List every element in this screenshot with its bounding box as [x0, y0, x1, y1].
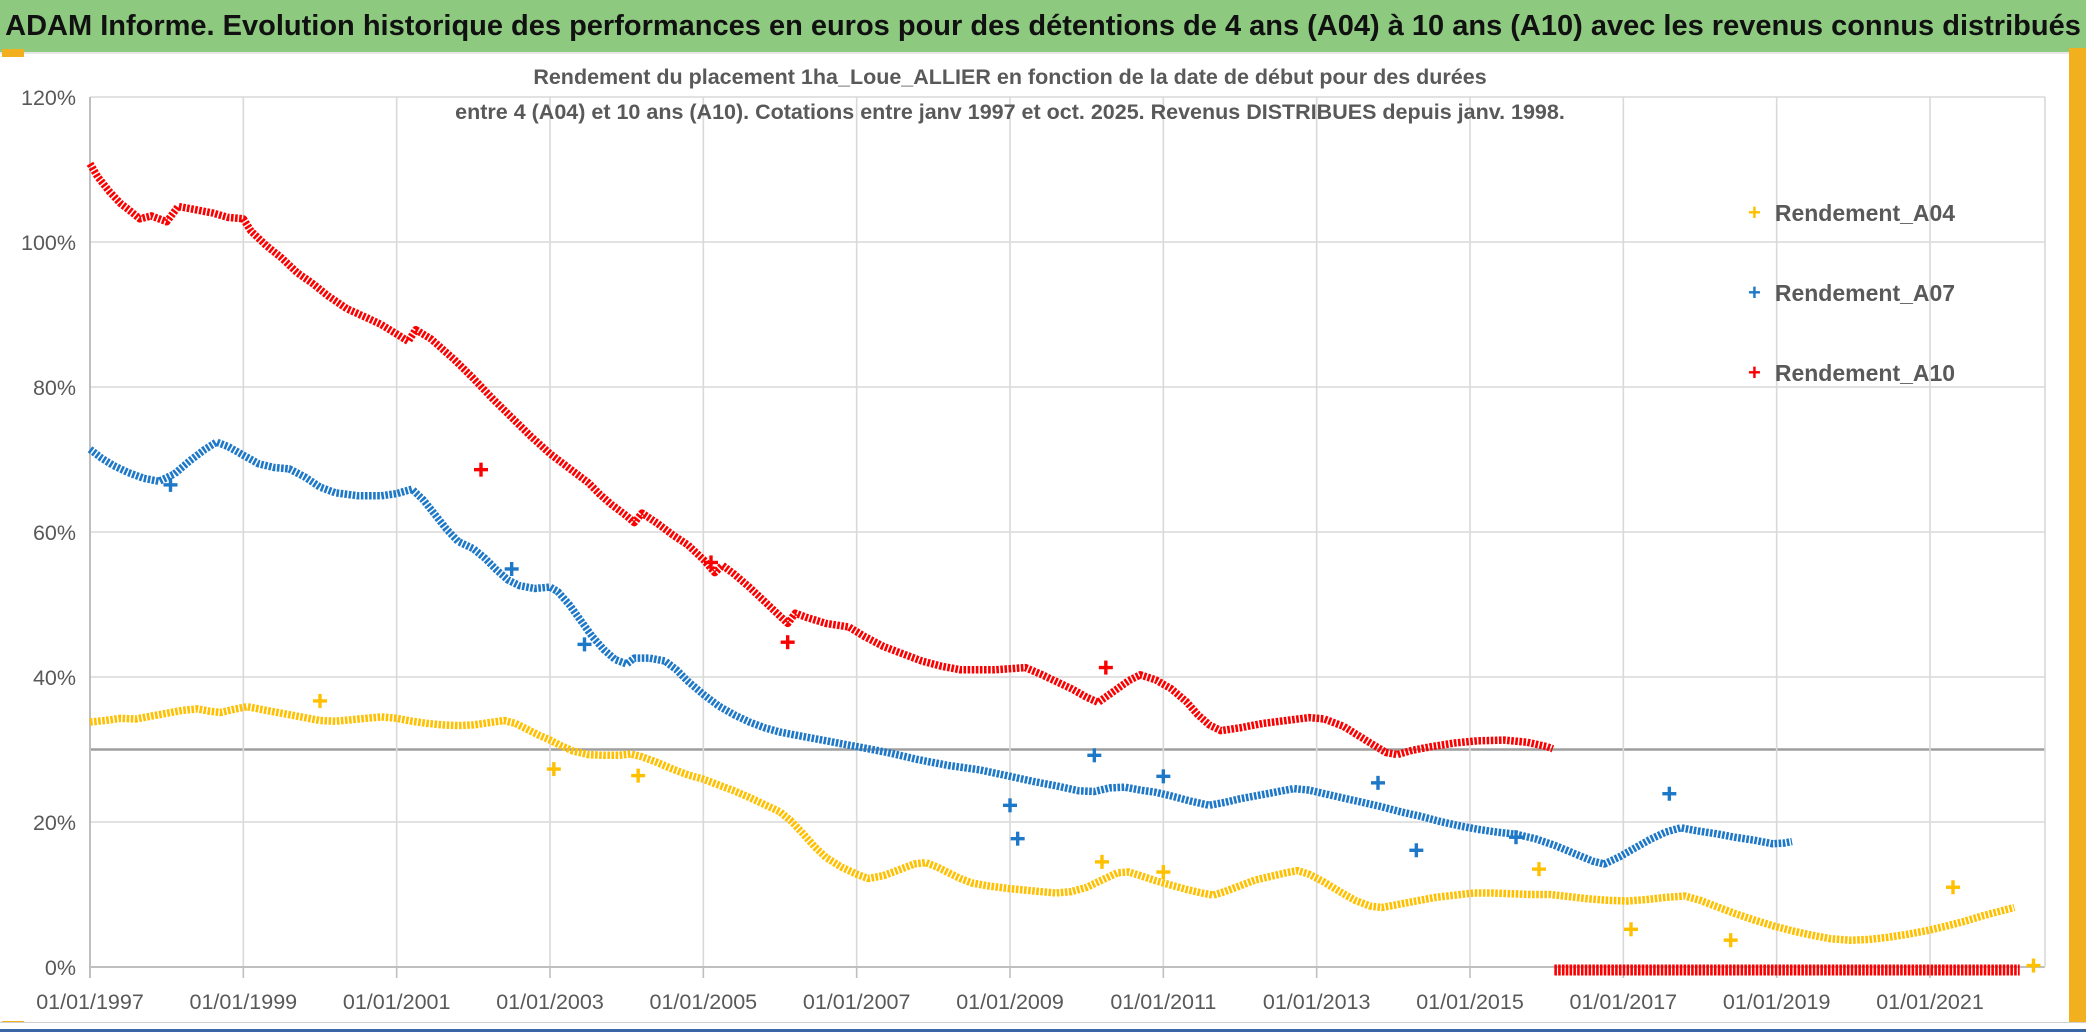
x-axis-tick-label: 01/01/2005: [650, 990, 758, 1014]
x-axis-tick-label: 01/01/2019: [1723, 990, 1831, 1014]
x-axis-tick-label: 01/01/2013: [1263, 990, 1371, 1014]
x-axis-tick-label: 01/01/2017: [1570, 990, 1678, 1014]
legend-entry-a07: + Rendement_A07: [1748, 278, 1955, 308]
legend-entry-a10: + Rendement_A10: [1748, 358, 1955, 388]
bottom-border-line: [0, 1029, 2086, 1032]
series-line-rendement_a10: [86, 161, 1555, 759]
x-axis-tick-label: 01/01/1997: [36, 990, 144, 1014]
series-line-rendement_a04: [89, 702, 2016, 944]
plus-marker-icon: +: [1748, 280, 1761, 305]
y-axis-tick-label: 100%: [21, 231, 76, 255]
plus-marker-icon: +: [1748, 200, 1761, 225]
x-axis-tick-label: 01/01/2001: [343, 990, 451, 1014]
plus-marker-icon: +: [1748, 360, 1761, 385]
y-axis-tick-label: 20%: [33, 811, 76, 835]
y-axis-tick-label: 60%: [33, 521, 76, 545]
legend-label: Rendement_A07: [1774, 279, 1956, 306]
legend-label: Rendement_A04: [1774, 199, 1956, 226]
y-axis-tick-label: 40%: [33, 666, 76, 690]
gold-accent-top-left: [2, 49, 24, 57]
series-line-rendement_a07: [87, 438, 1793, 868]
bottom-strip: [0, 1022, 2086, 1033]
gold-accent-right-strip: [2069, 48, 2086, 1024]
y-axis-tick-label: 120%: [21, 86, 76, 110]
x-axis-tick-label: 01/01/1999: [190, 990, 298, 1014]
x-axis-tick-label: 01/01/2009: [956, 990, 1064, 1014]
y-axis-tick-label: 0%: [45, 956, 76, 980]
legend-label: Rendement_A10: [1774, 359, 1956, 386]
x-axis-tick-label: 01/01/2011: [1110, 990, 1216, 1014]
x-axis-tick-label: 01/01/2003: [496, 990, 604, 1014]
legend-entry-a04: + Rendement_A04: [1748, 198, 1955, 228]
x-axis-tick-label: 01/01/2021: [1876, 990, 1984, 1014]
y-axis-tick-label: 80%: [33, 376, 76, 400]
chart-legend: + Rendement_A04 + Rendement_A07 + Rendem…: [1748, 198, 1955, 388]
header-bar: ADAM Informe. Evolution historique des p…: [0, 0, 2086, 54]
x-axis-tick-label: 01/01/2015: [1416, 990, 1524, 1014]
page-title: ADAM Informe. Evolution historique des p…: [5, 9, 2081, 42]
x-axis-tick-label: 01/01/2007: [803, 990, 911, 1014]
